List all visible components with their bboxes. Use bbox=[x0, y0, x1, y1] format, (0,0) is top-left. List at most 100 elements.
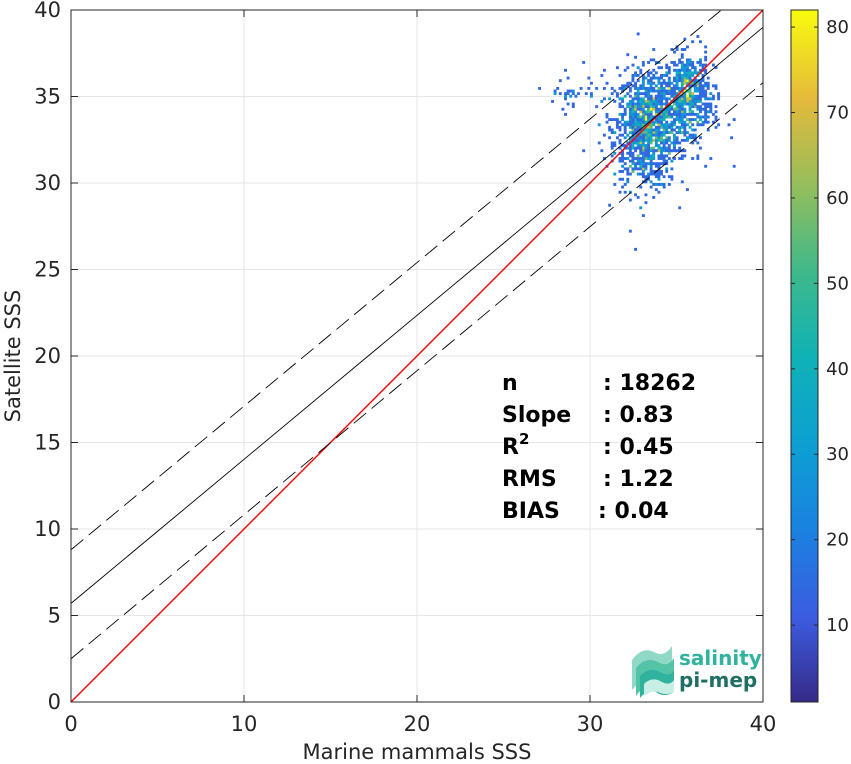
density-cell bbox=[683, 138, 687, 142]
density-cell bbox=[634, 157, 638, 160]
density-cell bbox=[654, 128, 658, 132]
density-cell bbox=[639, 164, 643, 168]
density-cell bbox=[678, 79, 682, 83]
density-cell bbox=[686, 112, 689, 116]
density-cell bbox=[621, 157, 625, 160]
density-cell bbox=[628, 198, 632, 202]
density-cell bbox=[670, 141, 674, 145]
density-cell bbox=[680, 48, 684, 51]
density-cell bbox=[636, 123, 640, 127]
density-cell bbox=[615, 120, 619, 124]
density-cell bbox=[623, 125, 627, 129]
density-cell bbox=[660, 81, 663, 85]
density-cell bbox=[683, 123, 687, 127]
density-cell bbox=[621, 97, 625, 101]
density-cell bbox=[665, 84, 669, 88]
density-cell bbox=[691, 81, 695, 85]
density-cell bbox=[641, 115, 645, 119]
density-cell bbox=[647, 71, 650, 75]
density-cell bbox=[714, 66, 718, 70]
density-cell bbox=[628, 125, 632, 129]
density-cell bbox=[615, 92, 619, 96]
density-cell bbox=[628, 94, 632, 98]
density-cell bbox=[667, 125, 671, 129]
density-cell bbox=[631, 125, 635, 129]
density-cell bbox=[636, 154, 640, 158]
density-cell bbox=[652, 138, 656, 142]
density-cell bbox=[680, 138, 684, 142]
density-cell bbox=[675, 86, 679, 90]
density-cell bbox=[683, 48, 687, 51]
density-cell bbox=[704, 105, 708, 109]
density-cell bbox=[649, 164, 653, 168]
density-cell bbox=[628, 149, 632, 153]
density-cell bbox=[709, 97, 713, 101]
density-cell bbox=[634, 81, 638, 85]
density-cell bbox=[615, 136, 619, 140]
density-cell bbox=[683, 125, 687, 129]
density-cell bbox=[678, 71, 682, 75]
density-cell bbox=[553, 89, 557, 93]
density-cell bbox=[680, 107, 684, 111]
density-cell bbox=[660, 183, 663, 186]
density-cell bbox=[652, 81, 656, 85]
density-cell bbox=[631, 115, 635, 119]
density-cell bbox=[665, 162, 669, 166]
density-cell bbox=[675, 131, 679, 134]
density-cell bbox=[660, 118, 663, 122]
density-cell bbox=[691, 102, 695, 106]
density-cell bbox=[686, 102, 689, 106]
density-cell bbox=[675, 81, 679, 85]
density-cell bbox=[665, 97, 669, 101]
density-cell bbox=[610, 144, 614, 147]
density-cell bbox=[623, 86, 627, 90]
density-cell bbox=[618, 138, 622, 142]
y-tick-label: 25 bbox=[34, 258, 61, 282]
density-cell bbox=[654, 99, 658, 103]
density-cell bbox=[610, 154, 614, 158]
density-cell bbox=[647, 118, 650, 122]
density-cell bbox=[654, 89, 658, 93]
density-cell bbox=[636, 159, 640, 163]
density-cell bbox=[634, 131, 638, 134]
density-cell bbox=[628, 144, 632, 147]
density-cell bbox=[564, 94, 567, 98]
density-cell bbox=[647, 125, 650, 129]
density-cell bbox=[667, 151, 671, 155]
density-cell bbox=[631, 63, 635, 67]
y-tick-label: 0 bbox=[48, 690, 61, 714]
density-cell bbox=[660, 151, 663, 155]
density-cell bbox=[696, 99, 700, 103]
density-cell bbox=[626, 157, 630, 160]
density-cell bbox=[662, 159, 666, 163]
density-cell bbox=[665, 71, 669, 75]
density-cell bbox=[641, 162, 645, 166]
density-cell bbox=[610, 141, 614, 145]
density-cell bbox=[641, 97, 645, 101]
density-cell bbox=[665, 170, 669, 173]
density-cell bbox=[621, 144, 625, 147]
density-cell bbox=[660, 146, 663, 150]
density-cell bbox=[628, 138, 632, 142]
density-cell bbox=[652, 105, 656, 109]
density-cell bbox=[691, 71, 695, 75]
density-cell bbox=[660, 92, 663, 96]
density-cell bbox=[652, 89, 656, 93]
x-axis-ticks: 0 10 20 30 40 bbox=[64, 10, 776, 736]
density-cell bbox=[696, 35, 700, 38]
density-cell bbox=[623, 120, 627, 124]
density-cell bbox=[634, 162, 638, 166]
density-cell bbox=[649, 154, 653, 158]
density-cell bbox=[618, 177, 622, 181]
colorbar-tick-label: 70 bbox=[826, 103, 849, 124]
density-cell bbox=[698, 61, 702, 64]
density-cell bbox=[680, 55, 684, 59]
density-cell bbox=[634, 141, 638, 145]
density-cell bbox=[641, 112, 645, 116]
density-cell bbox=[618, 86, 622, 90]
density-cell bbox=[709, 110, 713, 114]
density-cell bbox=[665, 141, 669, 145]
density-cell bbox=[641, 102, 645, 106]
density-cell bbox=[636, 94, 640, 98]
density-cell bbox=[698, 40, 702, 44]
